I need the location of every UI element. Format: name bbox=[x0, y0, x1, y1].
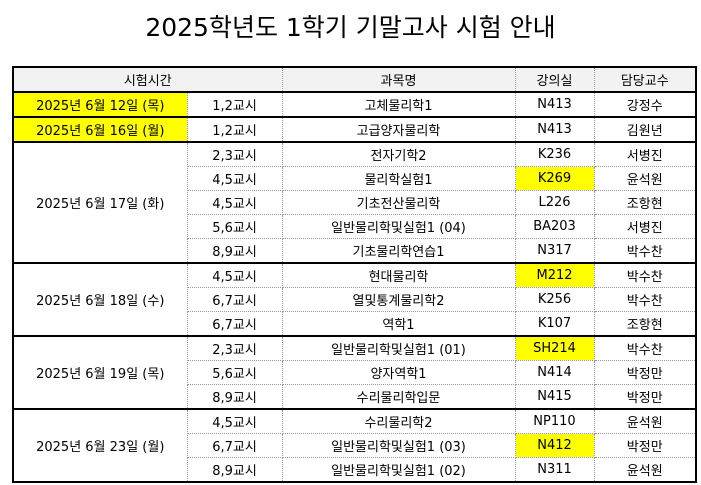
professor-cell: 윤석원 bbox=[593, 408, 697, 434]
professor-cell: 윤석원 bbox=[593, 457, 697, 483]
room-cell: K256 bbox=[514, 287, 595, 312]
table-row: 5,6교시 양자역학1 N414 박정만 bbox=[13, 360, 697, 385]
period-cell: 6,7교시 bbox=[186, 433, 283, 458]
period-cell: 2,3교시 bbox=[186, 335, 283, 361]
room-cell: N415 bbox=[514, 384, 595, 410]
exam-date-cell: 2025년 6월 18일 (수) bbox=[12, 262, 188, 337]
period-cell: 6,7교시 bbox=[186, 287, 283, 312]
professor-cell: 서병진 bbox=[593, 214, 697, 239]
exam-date-cell: 2025년 6월 23일 (월) bbox=[12, 408, 188, 483]
room-cell: M212 bbox=[514, 262, 595, 288]
room-cell: K269 bbox=[514, 166, 595, 191]
period-cell: 5,6교시 bbox=[186, 360, 283, 385]
exam-date-cell: 2025년 6월 16일 (월) bbox=[12, 116, 188, 143]
table-row: 6,7교시 일반물리학및실험1 (03) N412 박정만 bbox=[13, 433, 697, 458]
professor-cell: 박정만 bbox=[593, 360, 697, 385]
subject-cell: 양자역학1 bbox=[281, 360, 516, 385]
period-cell: 6,7교시 bbox=[186, 311, 283, 337]
period-cell: 1,2교시 bbox=[186, 91, 283, 118]
room-cell: NP110 bbox=[514, 408, 595, 434]
period-cell: 8,9교시 bbox=[186, 238, 283, 264]
subject-cell: 전자기학2 bbox=[281, 141, 516, 167]
professor-cell: 조항현 bbox=[593, 190, 697, 215]
subject-cell: 일반물리학및실험1 (02) bbox=[281, 457, 516, 483]
table-row: 2025년 6월 23일 (월) 4,5교시 수리물리학2 NP110 윤석원 bbox=[12, 408, 697, 483]
header-room: 강의실 bbox=[514, 66, 595, 93]
professor-cell: 서병진 bbox=[593, 141, 697, 167]
period-cell: 5,6교시 bbox=[186, 214, 283, 239]
header-exam-time: 시험시간 bbox=[12, 66, 283, 93]
subject-cell: 고급양자물리학 bbox=[281, 116, 516, 143]
period-cell: 4,5교시 bbox=[186, 262, 283, 288]
table-row: 2025년 6월 16일 (월) 1,2교시 고급양자물리학 N413 김원년 bbox=[12, 116, 697, 143]
table-row: 2025년 6월 19일 (목) 2,3교시 일반물리학및실험1 (01) SH214… bbox=[12, 335, 697, 410]
table-row: 4,5교시 물리학실험1 K269 윤석원 bbox=[13, 166, 697, 191]
period-cell: 8,9교시 bbox=[186, 384, 283, 410]
professor-cell: 박수찬 bbox=[593, 287, 697, 312]
table-row: 6,7교시 열및통계물리학2 K256 박수찬 bbox=[13, 287, 697, 312]
professor-cell: 박수찬 bbox=[593, 262, 697, 288]
subject-cell: 현대물리학 bbox=[281, 262, 516, 288]
table-row: 2025년 6월 18일 (수) 4,5교시 현대물리학 M212 박수찬 bbox=[12, 262, 697, 337]
subject-cell: 물리학실험1 bbox=[281, 166, 516, 191]
professor-cell: 김원년 bbox=[593, 116, 697, 143]
period-cell: 2,3교시 bbox=[186, 141, 283, 167]
subject-cell: 수리물리학입문 bbox=[281, 384, 516, 410]
subject-cell: 일반물리학및실험1 (01) bbox=[281, 335, 516, 361]
subject-cell: 역학1 bbox=[281, 311, 516, 337]
subject-cell: 수리물리학2 bbox=[281, 408, 516, 434]
table-row: 4,5교시 기초전산물리학 L226 조항현 bbox=[13, 190, 697, 215]
period-cell: 4,5교시 bbox=[186, 166, 283, 191]
exam-date-cell: 2025년 6월 17일 (화) bbox=[12, 141, 188, 264]
room-cell: N413 bbox=[514, 91, 595, 118]
professor-cell: 박수찬 bbox=[593, 238, 697, 264]
header-professor: 담당교수 bbox=[593, 66, 697, 93]
subject-cell: 기초물리학연습1 bbox=[281, 238, 516, 264]
period-cell: 1,2교시 bbox=[186, 116, 283, 143]
room-cell: K107 bbox=[514, 311, 595, 337]
table-row: 2025년 6월 12일 (목) 1,2교시 고체물리학1 N413 강정수 bbox=[12, 91, 697, 118]
table-row: 8,9교시 기초물리학연습1 N317 박수찬 bbox=[13, 238, 697, 264]
room-cell: N412 bbox=[514, 433, 595, 458]
period-cell: 4,5교시 bbox=[186, 408, 283, 434]
table-header-row: 시험시간 과목명 강의실 담당교수 bbox=[12, 66, 697, 93]
room-cell: K236 bbox=[514, 141, 595, 167]
professor-cell: 박정만 bbox=[593, 384, 697, 410]
room-cell: L226 bbox=[514, 190, 595, 215]
table-row: 2025년 6월 17일 (화) 2,3교시 전자기학2 K236 서병진 bbox=[12, 141, 697, 264]
room-cell: N414 bbox=[514, 360, 595, 385]
header-subject: 과목명 bbox=[281, 66, 516, 93]
table-row: 8,9교시 일반물리학및실험1 (02) N311 윤석원 bbox=[13, 457, 697, 483]
exam-date-cell: 2025년 6월 12일 (목) bbox=[12, 91, 188, 118]
subject-cell: 기초전산물리학 bbox=[281, 190, 516, 215]
subject-cell: 열및통계물리학2 bbox=[281, 287, 516, 312]
room-cell: SH214 bbox=[514, 335, 595, 361]
room-cell: N317 bbox=[514, 238, 595, 264]
professor-cell: 조항현 bbox=[593, 311, 697, 337]
period-cell: 8,9교시 bbox=[186, 457, 283, 483]
subject-cell: 고체물리학1 bbox=[281, 91, 516, 118]
subject-cell: 일반물리학및실험1 (03) bbox=[281, 433, 516, 458]
professor-cell: 윤석원 bbox=[593, 166, 697, 191]
exam-date-cell: 2025년 6월 19일 (목) bbox=[12, 335, 188, 410]
table-row: 5,6교시 일반물리학및실험1 (04) BA203 서병진 bbox=[13, 214, 697, 239]
table-row: 6,7교시 역학1 K107 조항현 bbox=[13, 311, 697, 337]
room-cell: BA203 bbox=[514, 214, 595, 239]
period-cell: 4,5교시 bbox=[186, 190, 283, 215]
subject-cell: 일반물리학및실험1 (04) bbox=[281, 214, 516, 239]
professor-cell: 박정만 bbox=[593, 433, 697, 458]
page-title: 2025학년도 1학기 기말고사 시험 안내 bbox=[145, 13, 556, 42]
exam-schedule-table: 시험시간 과목명 강의실 담당교수 2025년 6월 12일 (목) 1,2교시 고… bbox=[12, 66, 697, 483]
room-cell: N413 bbox=[514, 116, 595, 143]
room-cell: N311 bbox=[514, 457, 595, 483]
schedule-body: 2025년 6월 12일 (목) 1,2교시 고체물리학1 N413 강정수 2025년 … bbox=[12, 91, 697, 483]
professor-cell: 강정수 bbox=[593, 91, 697, 118]
professor-cell: 박수찬 bbox=[593, 335, 697, 361]
